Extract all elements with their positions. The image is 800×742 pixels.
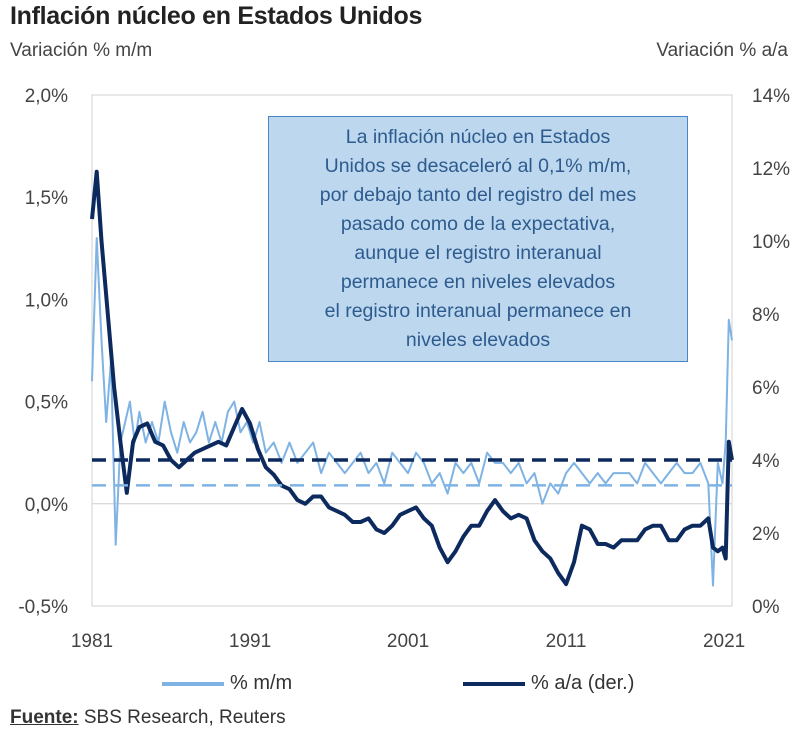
right-tick-label: 2% [752, 524, 780, 545]
legend-swatch-aa [463, 681, 525, 686]
left-tick-label: 2,0% [25, 86, 68, 107]
annotation-text: La inflación núcleo en Estados Unidos se … [320, 123, 637, 355]
right-tick-label: 12% [752, 159, 790, 180]
right-tick-label: 14% [752, 86, 790, 107]
left-tick-label: -0,5% [18, 597, 68, 618]
right-tick-label: 6% [752, 378, 780, 399]
chart-title: Inflación núcleo en Estados Unidos [10, 2, 423, 30]
source-note: Fuente: SBS Research, Reuters [10, 707, 286, 729]
legend-swatch-mm [162, 681, 224, 686]
left-axis-title: Variación % m/m [10, 40, 153, 61]
annotation-line: niveles elevados [405, 329, 551, 351]
source-text: SBS Research, Reuters [78, 707, 286, 728]
right-tick-label: 4% [752, 451, 780, 472]
right-tick-label: 0% [752, 597, 780, 618]
legend-label-mm: % m/m [230, 672, 293, 694]
annotation-box: La inflación núcleo en Estados Unidos se … [268, 116, 688, 362]
left-tick-label: 1,0% [25, 290, 68, 311]
x-tick-label: 2011 [546, 631, 587, 652]
x-tick-label: 2021 [703, 631, 745, 652]
annotation-line: por debajo tanto del registro del mes [319, 184, 637, 206]
legend-item-aa: % a/a (der.) [463, 672, 634, 695]
annotation-line: aunque el registro interanual [354, 242, 602, 264]
annotation-line: permanece en niveles elevados [340, 271, 616, 293]
x-tick-label: 2001 [387, 631, 429, 652]
plot-frame [91, 94, 733, 607]
legend-label-aa: % a/a (der.) [531, 672, 635, 694]
left-tick-label: 1,5% [25, 188, 68, 209]
right-axis-title: Variación % a/a [656, 40, 788, 61]
annotation-line: La inflación núcleo en Estados [345, 126, 611, 148]
annotation-line: Unidos se desaceleró al 0,1% m/m, [324, 155, 632, 177]
annotation-line: pasado como de la expectativa, [340, 213, 616, 235]
x-tick-label: 1981 [71, 631, 113, 652]
annotation-line: el registro interanual permanece en [324, 300, 632, 322]
source-label: Fuente: [10, 707, 79, 728]
series-line-aa [90, 169, 734, 587]
x-tick-label: 1991 [229, 631, 271, 652]
left-tick-label: 0,5% [25, 393, 68, 414]
left-tick-label: 0,0% [25, 495, 68, 516]
right-tick-label: 8% [752, 305, 780, 326]
legend-item-mm: % m/m [162, 672, 292, 695]
right-tick-label: 10% [752, 232, 790, 253]
series-line-mm [91, 237, 733, 587]
